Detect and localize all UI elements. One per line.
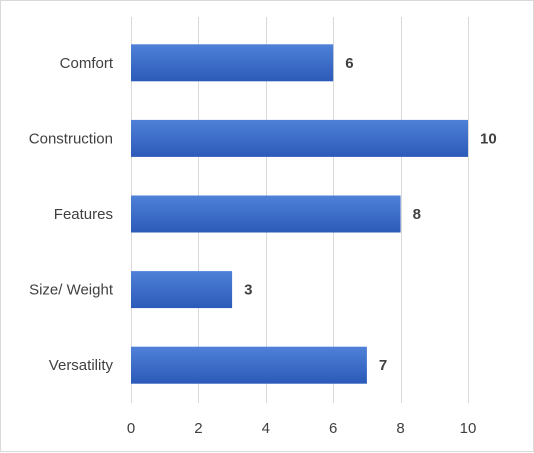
x-tick-label: 4 bbox=[262, 420, 270, 437]
category-label: Features bbox=[54, 206, 113, 223]
bars bbox=[131, 44, 468, 384]
bar-versatility bbox=[131, 346, 367, 384]
bar-comfort bbox=[131, 44, 334, 82]
data-label: 3 bbox=[244, 282, 252, 299]
bar-size-weight bbox=[131, 271, 233, 309]
bar-construction bbox=[131, 119, 468, 157]
category-label: Versatility bbox=[49, 357, 114, 374]
labels: 0 2 4 6 8 10 Comfort 6 Construction 10 Features 8 Si… bbox=[29, 55, 497, 437]
data-label: 8 bbox=[413, 206, 421, 223]
x-tick-label: 8 bbox=[396, 420, 404, 437]
data-label: 6 bbox=[345, 55, 353, 72]
data-label: 10 bbox=[480, 130, 497, 147]
x-tick-label: 6 bbox=[329, 420, 337, 437]
category-label: Comfort bbox=[60, 55, 114, 72]
x-tick-label: 10 bbox=[460, 420, 477, 437]
x-tick-label: 2 bbox=[194, 420, 202, 437]
category-label: Size/ Weight bbox=[29, 282, 114, 299]
x-tick-label: 0 bbox=[127, 420, 135, 437]
category-label: Construction bbox=[29, 130, 113, 147]
bar-features bbox=[131, 195, 401, 233]
data-label: 7 bbox=[379, 357, 387, 374]
